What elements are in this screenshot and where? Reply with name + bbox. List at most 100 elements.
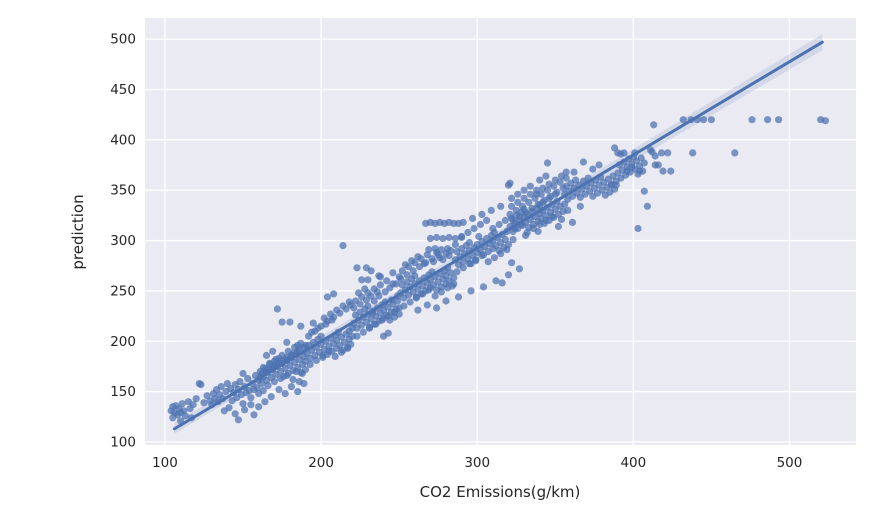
- data-point: [476, 220, 484, 229]
- data-point: [451, 234, 459, 243]
- data-point: [308, 328, 316, 336]
- data-point: [526, 190, 534, 198]
- data-point: [319, 351, 327, 359]
- data-point: [437, 288, 445, 296]
- data-point: [344, 344, 352, 352]
- data-point: [536, 220, 544, 229]
- data-point: [325, 347, 333, 355]
- y-tick-label: 450: [110, 82, 136, 98]
- data-point: [297, 322, 305, 330]
- data-point: [278, 318, 286, 326]
- data-point: [509, 216, 517, 224]
- data-point: [564, 206, 572, 214]
- data-point: [339, 302, 347, 310]
- data-point: [518, 202, 527, 210]
- y-tick-label: 400: [110, 132, 136, 148]
- data-point: [748, 116, 756, 124]
- data-point: [400, 302, 408, 310]
- data-point: [414, 253, 422, 261]
- data-point: [225, 404, 233, 412]
- data-point: [386, 284, 394, 292]
- data-point: [470, 224, 478, 233]
- data-point: [620, 149, 628, 157]
- data-point: [525, 198, 533, 206]
- data-point: [239, 369, 247, 378]
- data-point: [383, 277, 391, 285]
- data-point: [426, 234, 434, 243]
- data-point: [612, 181, 620, 189]
- data-point: [497, 250, 505, 258]
- data-point: [533, 190, 541, 198]
- data-point: [328, 316, 336, 324]
- data-point: [484, 258, 492, 266]
- data-point: [543, 159, 552, 167]
- data-point: [244, 374, 252, 383]
- data-point: [465, 239, 473, 247]
- x-tick-label: 100: [152, 455, 178, 471]
- data-point: [197, 381, 205, 389]
- data-point: [542, 172, 550, 180]
- data-point: [337, 348, 345, 356]
- y-tick-label: 200: [110, 334, 136, 350]
- data-point: [508, 259, 516, 267]
- data-point: [358, 276, 366, 284]
- data-point: [464, 228, 472, 237]
- data-point: [333, 306, 341, 314]
- y-tick-label: 500: [110, 32, 136, 48]
- data-point: [401, 261, 409, 269]
- x-tick-label: 200: [308, 455, 334, 471]
- data-point: [359, 328, 367, 336]
- regression-line-segment: [172, 40, 824, 431]
- data-point: [512, 206, 520, 214]
- data-point: [253, 384, 261, 392]
- data-point: [650, 121, 658, 129]
- x-axis-ticks: 100 200 300 400 500: [152, 455, 802, 471]
- y-axis-label: prediction: [69, 194, 87, 269]
- data-point: [539, 184, 547, 192]
- data-point: [269, 347, 277, 355]
- data-point: [390, 308, 399, 316]
- data-point: [534, 200, 542, 208]
- data-point: [283, 338, 291, 346]
- data-point: [445, 233, 453, 242]
- data-point: [414, 306, 422, 314]
- data-point: [614, 149, 622, 157]
- data-point: [289, 375, 297, 384]
- data-point: [234, 416, 242, 424]
- data-point: [568, 218, 577, 226]
- data-point: [557, 172, 566, 180]
- data-point: [323, 293, 331, 301]
- data-point: [231, 410, 239, 418]
- data-point: [217, 383, 225, 391]
- data-point: [465, 260, 473, 268]
- data-point: [595, 161, 603, 169]
- data-point: [648, 148, 656, 156]
- data-point: [362, 296, 370, 304]
- data-point: [312, 356, 320, 364]
- x-tick-label: 400: [620, 455, 646, 471]
- data-point: [350, 304, 358, 312]
- data-point: [189, 401, 197, 409]
- data-point: [286, 318, 294, 326]
- data-point: [444, 245, 452, 253]
- data-point: [523, 228, 531, 237]
- data-point: [450, 274, 458, 282]
- data-point: [498, 279, 506, 287]
- data-point: [514, 190, 522, 198]
- data-point: [345, 298, 353, 306]
- data-point: [415, 263, 424, 271]
- data-point: [425, 246, 433, 254]
- data-point: [431, 292, 439, 300]
- y-tick-label: 350: [110, 183, 136, 199]
- data-point: [664, 149, 672, 157]
- data-point: [412, 294, 420, 302]
- data-point: [406, 298, 414, 306]
- data-point: [509, 236, 517, 244]
- data-point: [657, 149, 666, 157]
- data-point: [623, 167, 631, 175]
- data-point: [326, 310, 335, 318]
- data-point: [548, 212, 556, 220]
- data-point: [640, 187, 648, 195]
- data-point: [514, 198, 522, 206]
